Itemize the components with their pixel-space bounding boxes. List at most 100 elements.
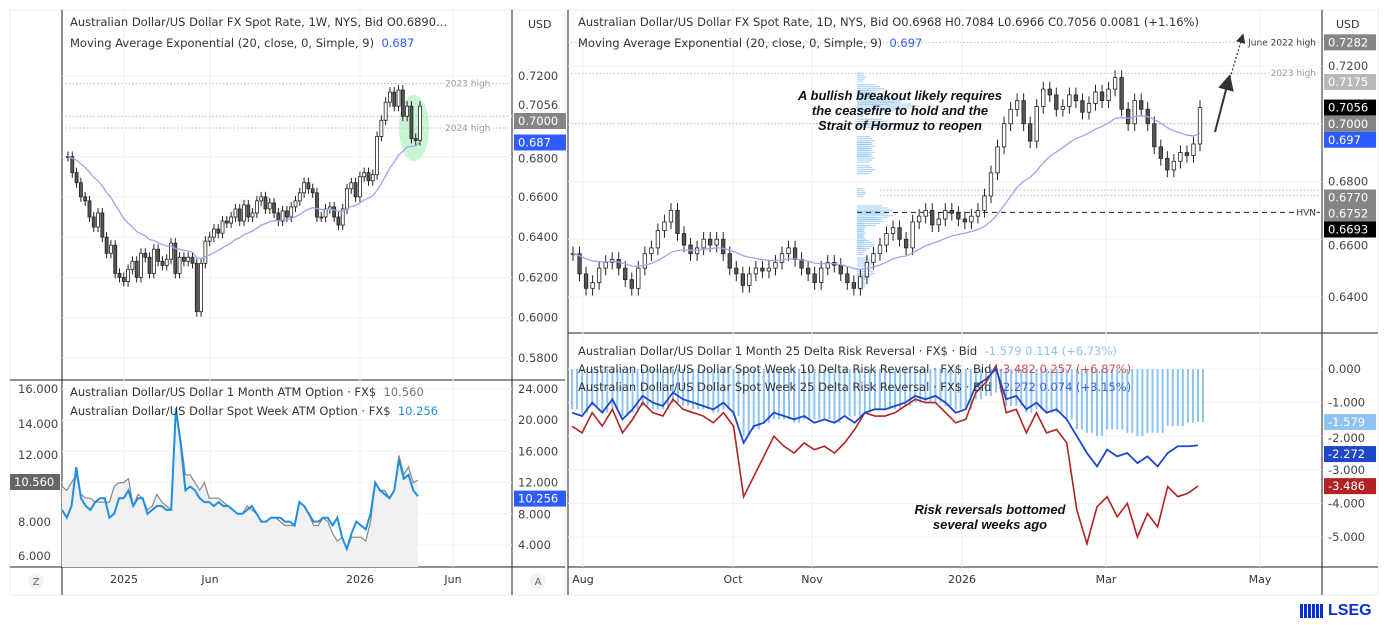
rr-25d-name: Australian Dollar/US Dollar Spot Week 25… <box>578 380 992 394</box>
y-tick-label: 16.000 <box>518 444 558 458</box>
weekly-candle <box>182 256 186 262</box>
daily-candle <box>721 238 726 255</box>
y-tick-label: -1.000 <box>1328 396 1365 410</box>
price-label: 0.7056 <box>1328 101 1368 115</box>
daily-candle <box>871 253 876 263</box>
panel-frame <box>9 9 566 596</box>
daily-candle <box>858 276 863 289</box>
daily-candle <box>845 273 850 283</box>
daily-candle <box>1099 91 1105 102</box>
weekly-candle <box>370 174 375 182</box>
rr-1m-histogram-bar <box>995 369 998 393</box>
rr-1m-histogram-bar <box>1171 369 1174 427</box>
rr-1m-histogram-bar <box>929 369 932 403</box>
left-y-tick-label: 6.000 <box>18 549 51 563</box>
y-tick-label: 24.000 <box>518 382 558 396</box>
left-y-tick-label: 16.000 <box>18 382 58 396</box>
y-tick-label: 0.7056 <box>518 98 558 112</box>
weekly-candle <box>83 196 88 202</box>
weekly-candle <box>224 220 229 224</box>
daily-candle <box>662 221 667 231</box>
daily-currency-button[interactable]: USD <box>1336 18 1360 31</box>
rr-1m-histogram-bar <box>576 369 578 410</box>
axis-scale-button[interactable] <box>530 573 546 589</box>
weekly-ema-legend[interactable]: Moving Average Exponential (20, close, 0… <box>70 36 414 50</box>
volume-profile-bar <box>857 93 875 96</box>
rr-1m-histogram-bar <box>581 369 584 413</box>
weekly-candle <box>229 216 234 224</box>
atm-week-value: 10.256 <box>397 404 439 418</box>
rr-1m-price-label: -1.579 <box>1328 415 1365 429</box>
x-tick-label: Oct <box>723 573 743 586</box>
rr-1m-histogram-bar <box>823 369 826 420</box>
rr-1m-histogram-bar <box>899 369 902 410</box>
rr-1m-histogram-bar <box>1141 369 1144 437</box>
volume-profile-bar <box>857 166 873 169</box>
daily-candle <box>766 267 772 272</box>
rr-1m-histogram-bar <box>1030 369 1033 413</box>
ema-name: Moving Average Exponential (20, close, 0… <box>70 36 375 50</box>
price-label-bg <box>514 113 566 130</box>
weekly-currency-button[interactable]: USD <box>528 18 552 31</box>
daily-candle <box>969 215 974 223</box>
weekly-candle <box>250 212 255 218</box>
rr-1m-histogram-bar <box>1126 369 1129 433</box>
volume-profile-bar <box>857 97 896 99</box>
left-y-tick-label: 14.000 <box>18 417 58 431</box>
weekly-candle <box>173 242 178 274</box>
y-tick-label: 12.000 <box>518 476 558 490</box>
rr-1m-histogram-bar <box>757 369 760 430</box>
rr-1m-histogram-bar <box>788 369 791 420</box>
volume-profile-bar <box>857 209 893 211</box>
y-tick-label: 0.6800 <box>1328 175 1368 189</box>
level-label: HVN <box>1296 208 1316 218</box>
rr-1m-histogram-bar <box>1131 369 1134 433</box>
weekly-candle <box>190 256 195 264</box>
rr-10d-price-label-bg <box>1324 478 1376 495</box>
volume-profile-bar <box>857 91 873 94</box>
rr-1m-histogram-bar <box>626 369 629 417</box>
weekly-title-text: Australian Dollar/US Dollar FX Spot Rate… <box>70 15 447 29</box>
atm-1m-legend: Australian Dollar/US Dollar 1 Month ATM … <box>70 385 424 399</box>
weekly-candle <box>203 240 208 264</box>
axis-scale-button[interactable] <box>28 573 44 589</box>
rr-1m-histogram-bar <box>777 369 780 420</box>
volume-profile-bar <box>857 164 870 167</box>
level-label: 2023 high <box>445 80 490 90</box>
weekly-candle <box>388 91 392 103</box>
weekly-candle <box>186 256 191 262</box>
volume-profile-bar <box>857 118 883 120</box>
y-tick-label: 0.6800 <box>518 151 558 165</box>
rr-1m-histogram-bar <box>601 369 604 413</box>
volume-profile-bar <box>857 105 920 107</box>
weekly-candle <box>100 212 105 238</box>
volume-profile-bar <box>857 257 870 259</box>
rr-1m-histogram-bar <box>606 369 609 413</box>
volume-profile-bar <box>857 120 888 122</box>
weekly-candle <box>366 172 371 182</box>
daily-candle <box>603 261 608 269</box>
rr-1m-histogram-bar <box>959 369 962 410</box>
rr-1m-histogram-bar <box>762 369 765 423</box>
rr-1m-histogram-bar <box>1186 369 1189 423</box>
volume-profile-bar <box>857 101 896 103</box>
rr-1m-histogram-bar <box>671 369 674 403</box>
daily-candle <box>1021 100 1026 125</box>
rr-1m-histogram-bar <box>1121 369 1124 430</box>
daily-ema-legend[interactable]: Moving Average Exponential (20, close, 0… <box>578 36 922 50</box>
rr-1m-histogram-bar <box>1055 369 1058 413</box>
left-y-tick-label: 8.000 <box>18 515 51 529</box>
daily-candle <box>708 238 713 246</box>
x-tick-label: Nov <box>801 573 823 586</box>
rr-1m-histogram-bar <box>636 369 639 413</box>
breakout-annotation: A bullish breakout likely requires the c… <box>770 88 1030 133</box>
rr-1m-histogram-bar <box>727 369 730 410</box>
rr-1m-histogram-bar <box>808 369 811 420</box>
rr-1m-histogram-bar <box>656 369 659 410</box>
volume-profile-bar <box>857 111 866 113</box>
weekly-candle <box>418 105 422 141</box>
weekly-candle <box>332 206 337 218</box>
weekly-candle <box>151 248 156 274</box>
price-label-bg <box>1324 189 1376 206</box>
weekly-candle <box>409 105 414 139</box>
